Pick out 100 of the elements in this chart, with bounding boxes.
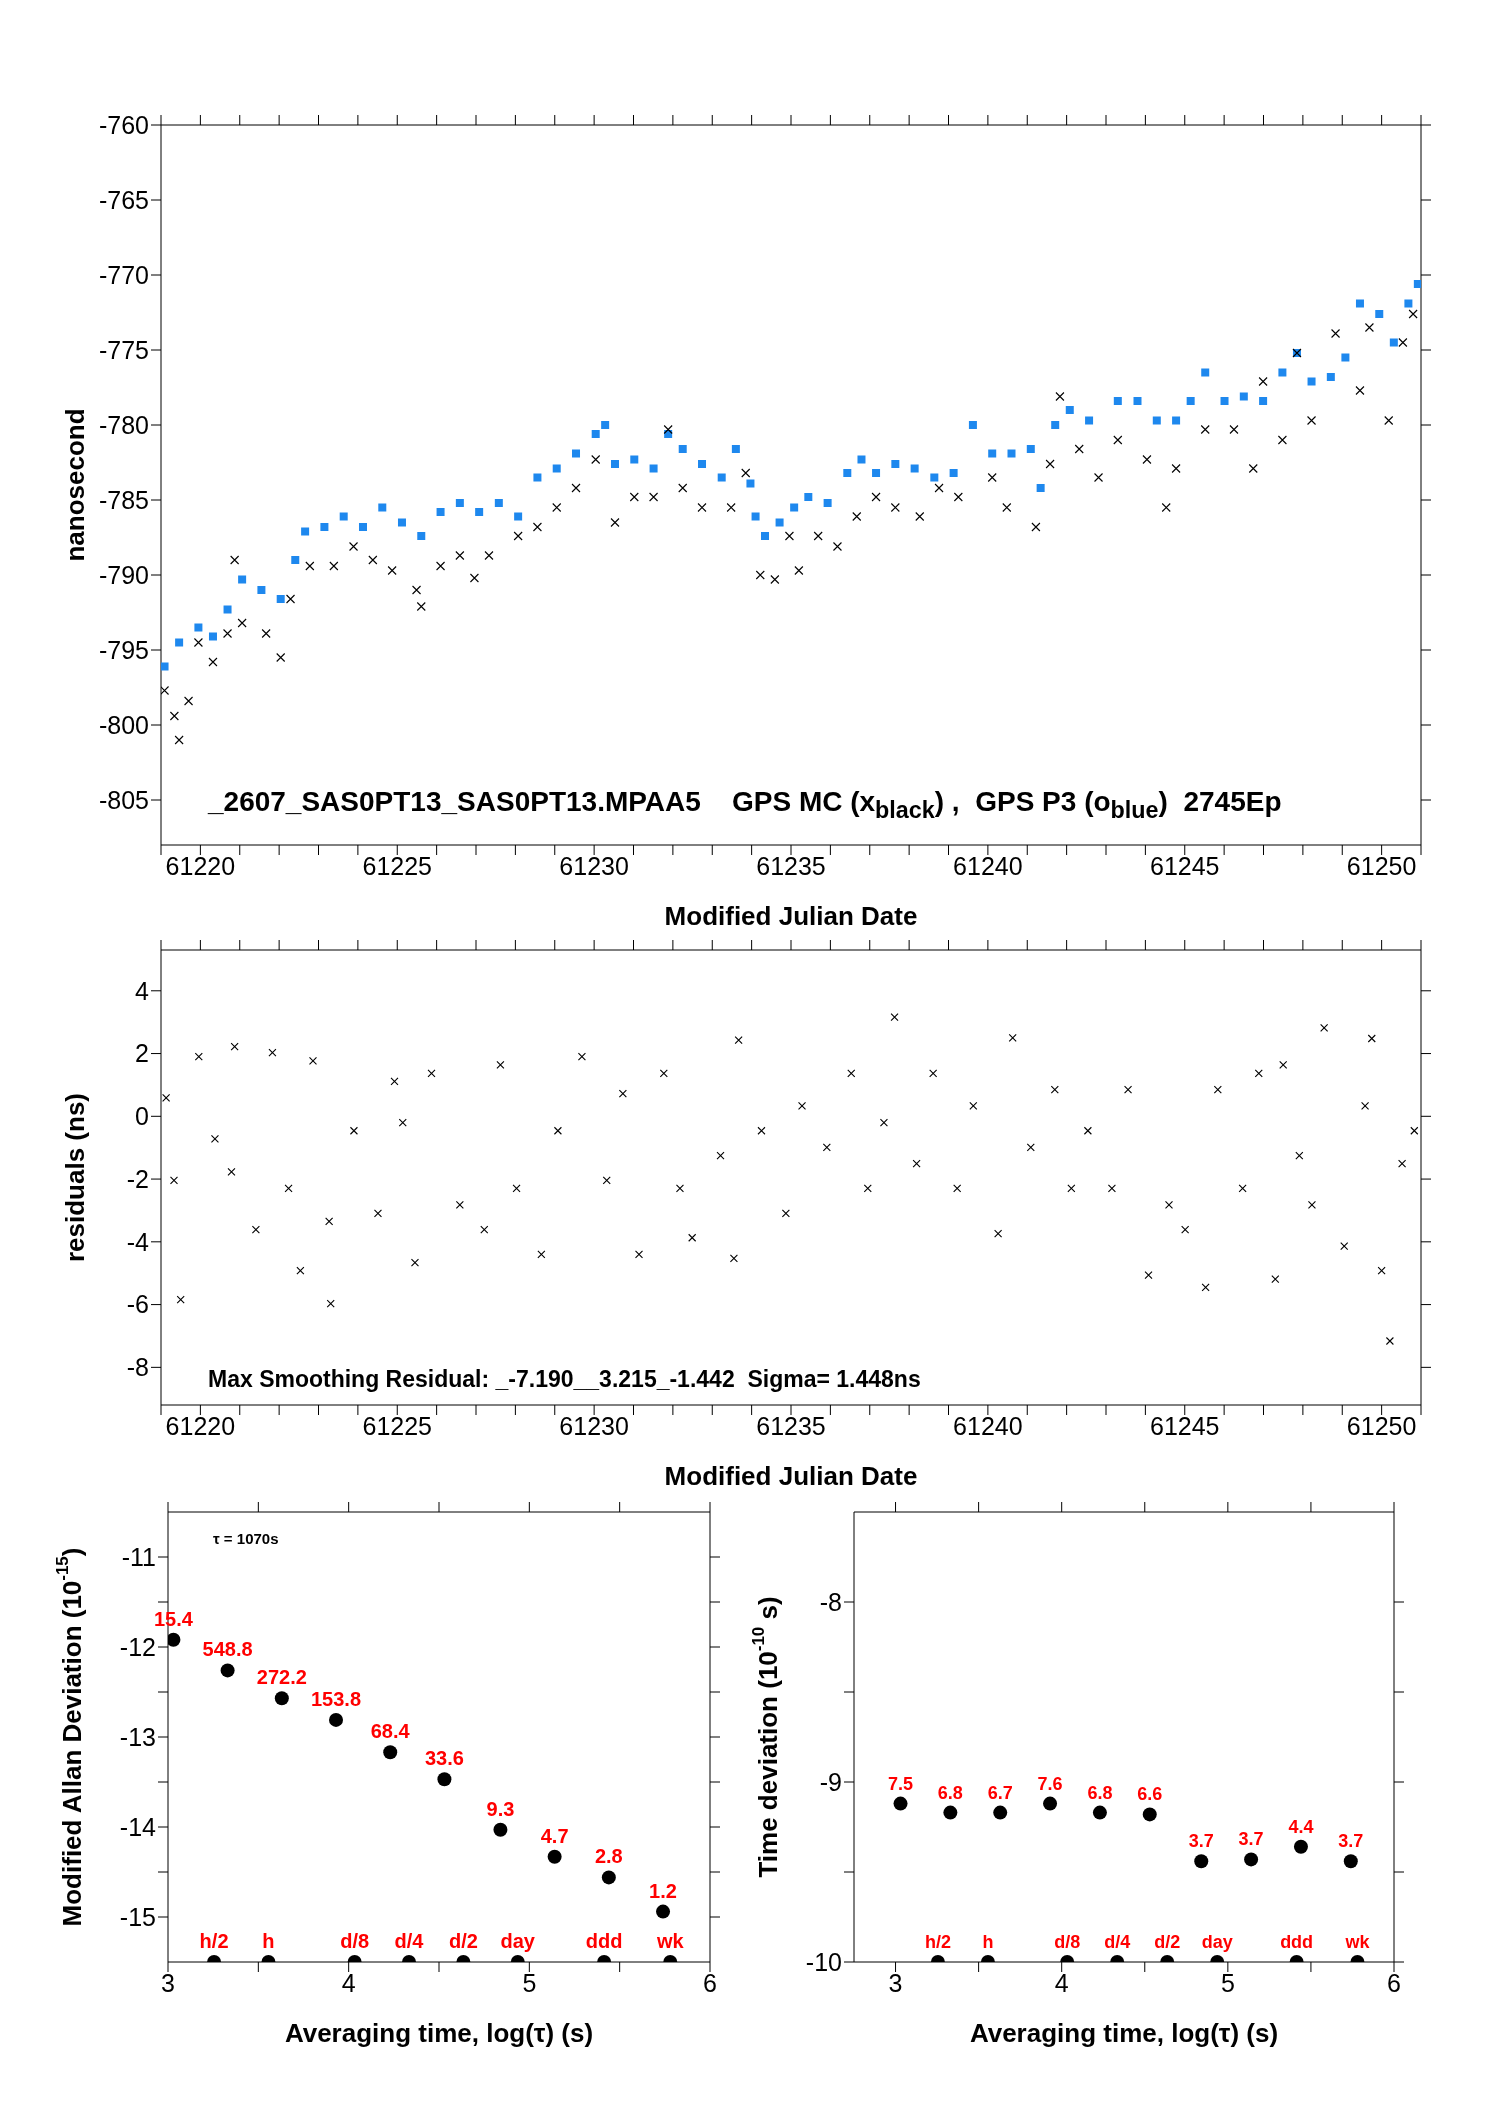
x-tick-label: 61235: [756, 1411, 826, 1440]
y-tick-label: -790: [98, 560, 149, 589]
annotation: h: [982, 1932, 994, 1952]
y-tick-label: -15: [119, 1902, 156, 1931]
y-tick-label: -12: [119, 1632, 156, 1661]
point: [329, 1712, 344, 1727]
annotation: d/4: [1104, 1932, 1131, 1952]
annotation: 153.8: [310, 1687, 362, 1710]
annotation: day: [1201, 1932, 1233, 1952]
x-axis-title: Averaging time, log(τ) (s): [969, 2018, 1279, 2048]
annotation: 6.6: [1137, 1784, 1163, 1805]
y-tick-label: -6: [126, 1290, 149, 1319]
x-tick-label: 61230: [559, 851, 629, 880]
point: [493, 1822, 508, 1837]
annotation: d/2: [448, 1930, 478, 1952]
x-tick-label: 61230: [559, 1411, 629, 1440]
x-tick-label: 6: [703, 1968, 717, 1997]
y-tick-label: -10: [805, 1947, 842, 1976]
annotation: 6.8: [1087, 1782, 1113, 1803]
annotation: 3.7: [1188, 1831, 1214, 1852]
x-tick-label: 61245: [1149, 851, 1220, 880]
y-tick-label: -805: [98, 785, 149, 814]
annotation: wk: [1344, 1932, 1371, 1952]
annotation: d/2: [1154, 1932, 1181, 1952]
y-tick-label: -765: [98, 185, 149, 214]
point: [383, 1745, 398, 1760]
x-tick-label: 6: [1387, 1968, 1401, 1997]
x-tick-label: 61220: [165, 1411, 236, 1440]
y-tick-label: -795: [98, 635, 149, 664]
annotation: wk: [655, 1930, 685, 1952]
y-axis-title: nanosecond: [60, 408, 90, 562]
y-tick-label: -13: [119, 1722, 156, 1751]
annotation: 548.8: [202, 1638, 253, 1661]
y-tick-label: -14: [119, 1812, 157, 1841]
point: [168, 1632, 181, 1647]
annotation: h/2: [924, 1932, 951, 1952]
y-tick-label: -8: [819, 1587, 842, 1616]
y-tick-label: 0: [135, 1102, 149, 1131]
annotation: τ = 1070s: [213, 1530, 279, 1547]
x-tick-label: 61250: [1346, 1411, 1417, 1440]
annotation: 4.7: [540, 1824, 569, 1847]
y-tick-label: 2: [135, 1039, 149, 1068]
y-tick-label: -800: [98, 710, 149, 739]
y-axis-title: residuals (ns): [60, 1092, 90, 1263]
annotation: 272.2: [256, 1666, 307, 1689]
point: [274, 1691, 289, 1706]
y-tick-label: -760: [98, 110, 149, 139]
annotation: 7.5: [888, 1773, 914, 1794]
x-tick-label: 4: [341, 1968, 356, 1997]
y-tick-label: -4: [126, 1227, 150, 1256]
annotation: 6.8: [937, 1782, 963, 1803]
y-tick-label: 4: [135, 976, 150, 1005]
x-tick-label: 5: [1220, 1968, 1235, 1997]
y-tick-label: -775: [98, 335, 149, 364]
x-tick-label: 61235: [756, 851, 826, 880]
x-tick-label: 61225: [362, 1411, 433, 1440]
x-tick-label: 3: [888, 1968, 903, 1997]
x-axis-title: Modified Julian Date: [664, 1461, 918, 1491]
point: [220, 1663, 235, 1678]
x-tick-label: 5: [522, 1968, 537, 1997]
y-tick-label: -770: [98, 260, 149, 289]
x-axis-title: Averaging time, log(τ) (s): [284, 2018, 594, 2048]
annotation: ddd: [1280, 1932, 1314, 1952]
x-tick-label: 4: [1054, 1968, 1069, 1997]
annotation: 6.7: [987, 1782, 1013, 1803]
annotation: _2607_SAS0PT13_SAS0PT13.MPAA5 GPS MC (x$_{black}$) , GPS P3 (o$_{blue}$) 2745Ep: [208, 786, 1282, 824]
annotation: day: [500, 1930, 536, 1952]
y-tick-label: -9: [819, 1767, 842, 1796]
annotation: 15.4: [153, 1607, 194, 1630]
y-tick-label: -780: [98, 410, 149, 439]
annotation: 3.7: [1338, 1831, 1364, 1852]
y-tick-label: -8: [126, 1353, 149, 1382]
annotation: 7.6: [1037, 1773, 1063, 1794]
point: [547, 1849, 562, 1864]
annotation: d/8: [1054, 1932, 1081, 1952]
annotation: 2.8: [594, 1845, 623, 1868]
annotation: h: [262, 1930, 275, 1952]
annotation: d/4: [394, 1930, 425, 1952]
y-tick-label: -2: [126, 1164, 149, 1193]
annotation: Max Smoothing Residual: _-7.190__3.215_-1.442 Sigma= 1.448ns: [208, 1366, 921, 1393]
x-tick-label: 61225: [362, 851, 433, 880]
x-tick-label: 61250: [1346, 851, 1417, 880]
annotation: ddd: [585, 1930, 623, 1952]
x-tick-label: 61245: [1149, 1411, 1220, 1440]
x-tick-label: 61220: [165, 851, 236, 880]
point: [437, 1772, 452, 1787]
annotation: 9.3: [486, 1797, 515, 1820]
annotation: 1.2: [649, 1879, 677, 1902]
x-tick-label: 61240: [953, 1411, 1023, 1440]
x-axis-title: Modified Julian Date: [664, 901, 918, 931]
x-tick-label: 3: [161, 1968, 175, 1997]
annotation: 4.4: [1288, 1816, 1314, 1837]
annotation: 68.4: [370, 1720, 411, 1743]
annotation: 33.6: [424, 1747, 464, 1770]
y-tick-label: -785: [98, 485, 149, 514]
annotation: h/2: [199, 1930, 229, 1952]
annotation: 3.7: [1238, 1829, 1264, 1850]
y-tick-label: -11: [121, 1542, 156, 1571]
x-tick-label: 61240: [953, 851, 1023, 880]
annotation: d/8: [340, 1930, 370, 1952]
